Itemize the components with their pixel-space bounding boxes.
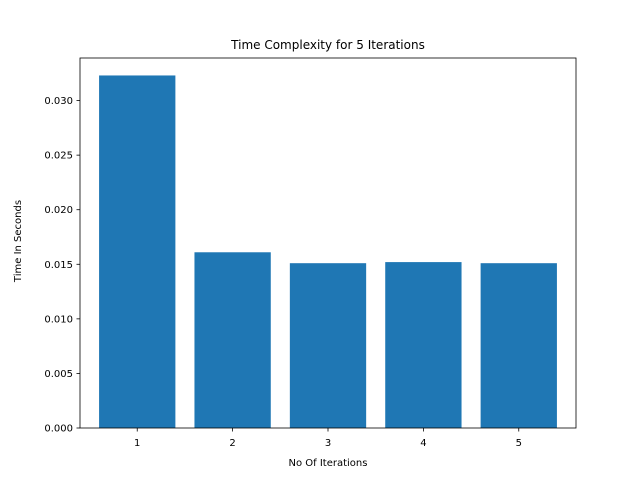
y-tick-label: 0.020 — [44, 205, 73, 216]
x-tick-label: 4 — [420, 438, 426, 449]
bar-5 — [480, 263, 557, 428]
y-tick-label: 0.010 — [44, 314, 73, 325]
bar-3 — [289, 263, 367, 428]
y-axis: 0.000 0.005 0.010 0.015 0.020 0.025 0.030 — [44, 96, 80, 435]
y-tick-label: 0.005 — [44, 369, 73, 380]
bar-4 — [385, 262, 462, 428]
x-axis: 1 2 3 4 5 — [134, 428, 522, 449]
x-tick-label: 1 — [134, 438, 140, 449]
y-tick-label: 0.000 — [44, 424, 73, 435]
chart-title: Time Complexity for 5 Iterations — [230, 38, 425, 52]
x-tick-label: 2 — [229, 438, 235, 449]
x-tick-label: 3 — [325, 438, 331, 449]
x-axis-label: No Of Iterations — [289, 458, 368, 469]
y-axis-label: Time In Seconds — [13, 200, 24, 283]
plot-frame — [79, 57, 577, 429]
y-tick-label: 0.030 — [44, 96, 73, 107]
bars-group — [99, 75, 557, 428]
y-tick-label: 0.025 — [44, 151, 73, 162]
bar-2 — [194, 252, 271, 428]
bar-1 — [99, 75, 176, 428]
y-tick-label: 0.015 — [44, 260, 73, 271]
x-tick-label: 5 — [516, 438, 522, 449]
